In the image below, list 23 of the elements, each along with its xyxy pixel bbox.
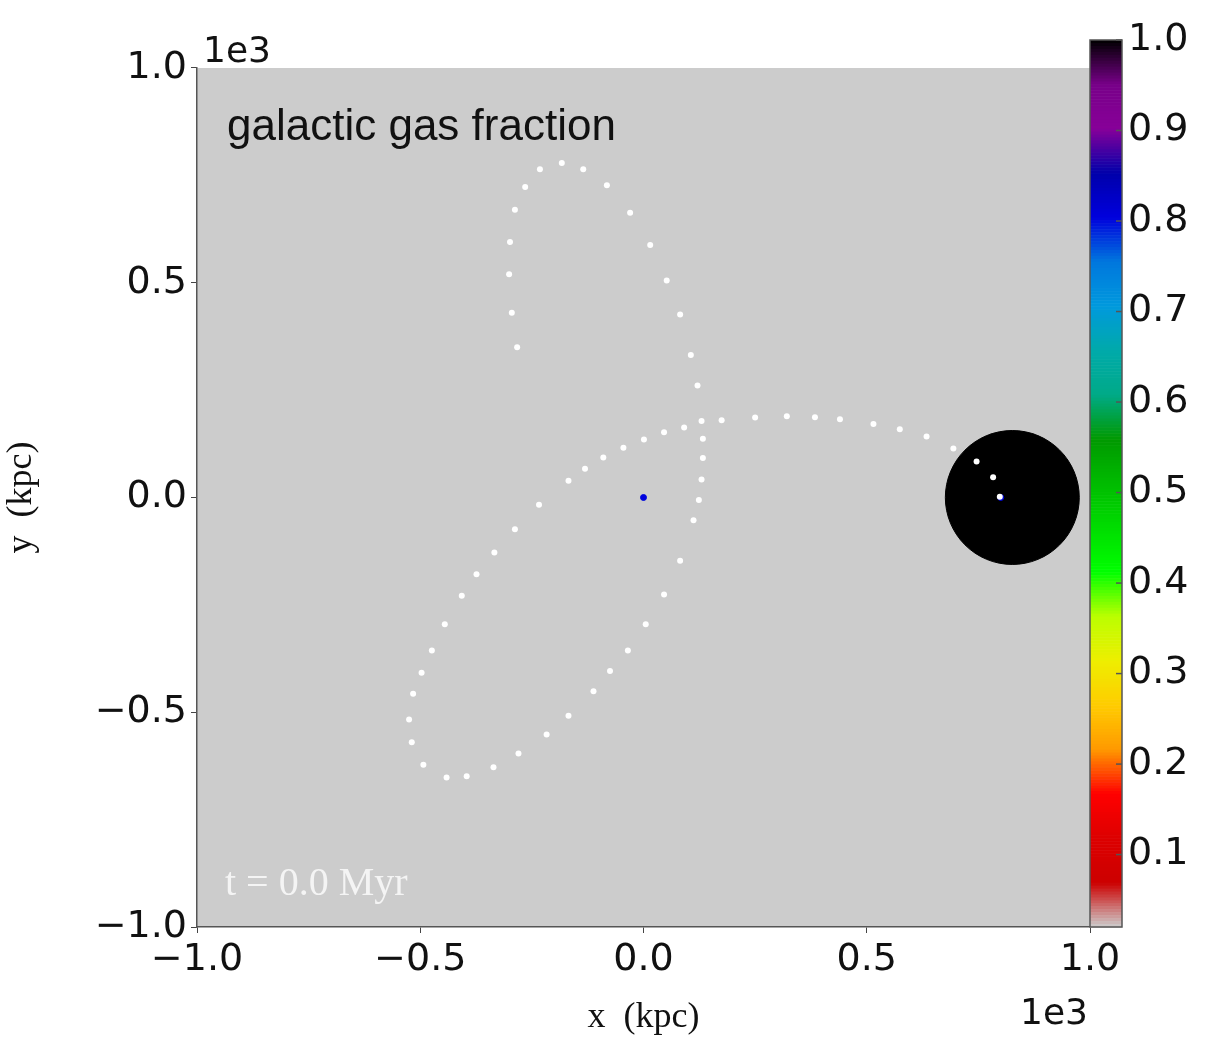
color-bar-label: 0.2 (1128, 738, 1189, 783)
y-tick-label: 0.5 (126, 257, 187, 302)
text: 1e3 (1020, 991, 1088, 1032)
color-bar-label: 0.3 (1128, 648, 1189, 693)
x-tick-label: −0.5 (374, 934, 467, 979)
color-bar-label: 0.8 (1128, 195, 1189, 240)
color-bar-label: 0.5 (1128, 467, 1189, 512)
x-tick-label: 0.5 (836, 934, 897, 979)
y-tick-label: 0.0 (126, 472, 187, 517)
y-axis-title: y (kpc) (0, 441, 40, 554)
x-tick-label: 0.0 (613, 934, 674, 979)
x-tick-label: 1.0 (1059, 934, 1121, 979)
color-bar-label: 0.6 (1128, 376, 1189, 421)
color-bar-label: 0.7 (1128, 286, 1189, 331)
x-axis-title: x (kpc) (587, 994, 700, 1035)
color-bar-label: 0.4 (1128, 557, 1189, 602)
annotation: 1e3 (203, 28, 271, 70)
color-bar-label: 0.1 (1128, 829, 1189, 874)
y-tick-label: −0.5 (94, 687, 187, 732)
text: galactic gas fraction (227, 99, 616, 149)
color-bar-label: 1.0 (1128, 14, 1189, 59)
y-tick-label: 1.0 (126, 42, 187, 87)
color-bar-label: 0.9 (1128, 105, 1189, 150)
